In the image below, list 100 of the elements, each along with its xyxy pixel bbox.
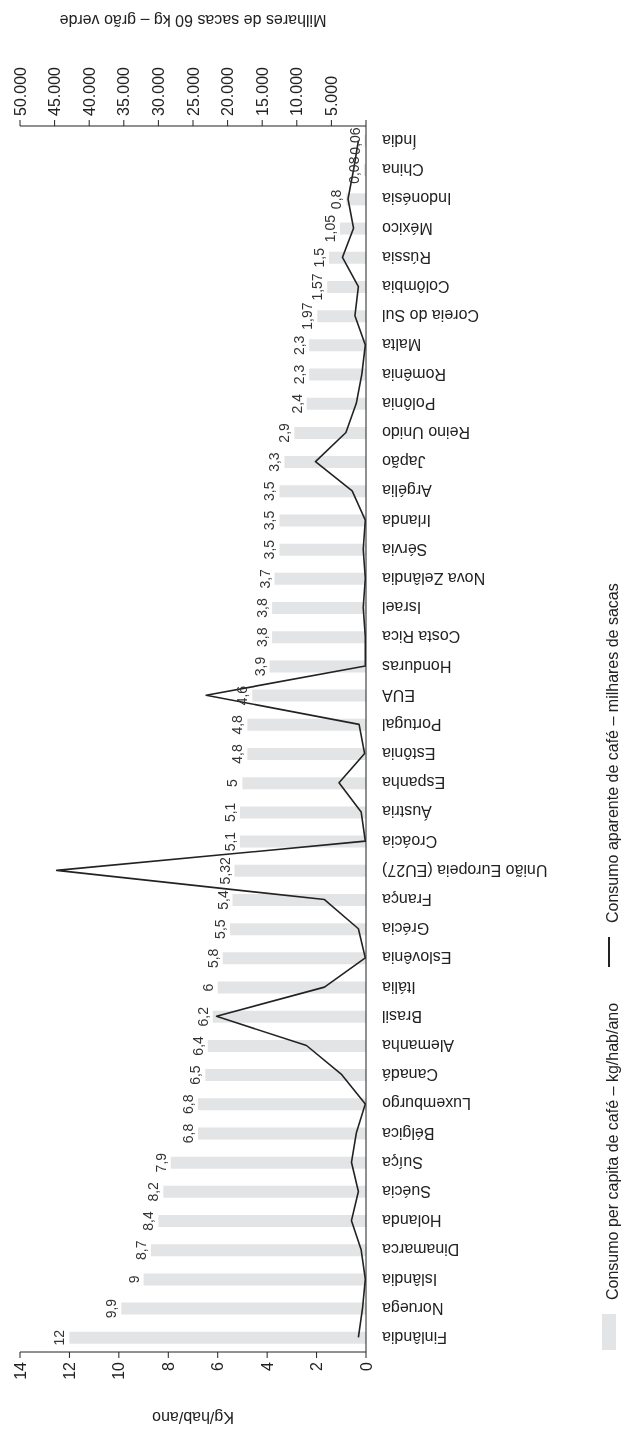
x-tick-label: 10: [110, 1361, 128, 1380]
y-tick-label: Colômbia: [381, 278, 450, 296]
data-label: 5: [224, 779, 241, 788]
y-tick-label: Honduras: [382, 657, 452, 675]
y-tick-label: Coreia do Sul: [382, 307, 479, 325]
data-label: 12: [51, 1329, 68, 1346]
y-tick-label: Croácia: [381, 832, 438, 850]
data-label: 6,4: [189, 1035, 206, 1056]
x-tick-label: 12: [60, 1361, 78, 1380]
y-tick-label: China: [381, 161, 424, 179]
x-tick-label: 14: [11, 1361, 29, 1380]
data-label: 6,8: [179, 1123, 196, 1144]
data-label: 9: [125, 1275, 142, 1284]
x2-tick-label: 35.000: [115, 66, 133, 116]
y-tick-label: Reino Unido: [381, 424, 471, 441]
y-tick-label: Alemanha: [381, 1037, 455, 1054]
y-tick-label: EUA: [381, 686, 415, 704]
data-label: 3,8: [254, 627, 271, 647]
y-tick-label: Rússia: [381, 248, 431, 266]
data-label: 3,5: [261, 510, 278, 531]
y-tick-label: Grécia: [381, 920, 430, 938]
y-tick-label: Suécia: [381, 1182, 431, 1200]
x2-tick-label: 15.000: [253, 66, 271, 116]
y-tick-label: França: [381, 891, 432, 909]
data-label: 3,5: [261, 481, 278, 502]
data-label: 8,4: [140, 1211, 157, 1231]
x2-tick-label: 5.000: [322, 75, 340, 116]
data-label: 2,3: [291, 364, 308, 385]
y-tick-label: Irlanda: [381, 511, 431, 529]
data-label: 8,7: [132, 1240, 149, 1260]
y-tick-label: Romênia: [381, 365, 447, 383]
y-tick-label: Polônia: [381, 394, 436, 412]
x2-tick-label: 50.000: [11, 66, 29, 116]
y-tick-label: Indonésia: [381, 190, 452, 208]
y-tick-label: Luxemburgo: [381, 1095, 471, 1113]
data-label: 1,57: [309, 273, 326, 301]
data-label: 3,5: [261, 539, 278, 560]
data-label: 2,3: [291, 335, 308, 356]
x2-tick-label: 45.000: [46, 66, 64, 116]
data-label: 5,1: [221, 802, 238, 823]
x-axis-title: Kg/hab/ano: [151, 1408, 234, 1426]
data-label: 5,4: [214, 890, 231, 910]
data-label: 4,6: [234, 685, 251, 706]
data-label: 3,3: [266, 452, 283, 472]
data-label: 9,9: [103, 1298, 120, 1319]
y-tick-label: Argélia: [381, 482, 432, 500]
data-label: 5,8: [204, 948, 221, 969]
text: Consumo per capita de café – kg/hab/ano: [604, 1002, 621, 1302]
y-tick-label: Noruega: [381, 1299, 444, 1317]
x-tick-label: 2: [308, 1361, 326, 1371]
x-tick-label: 4: [258, 1361, 276, 1371]
data-label: 3,7: [256, 568, 273, 589]
y-tick-label: Estônia: [381, 745, 436, 763]
y-tick-label: Portugal: [382, 715, 442, 733]
y-tick-label: Bélgica: [381, 1124, 435, 1142]
y-tick-label: Nova Zelândia: [381, 569, 486, 587]
x-tick-label: 6: [209, 1361, 227, 1371]
x-tick-label: 8: [159, 1361, 177, 1371]
data-label: 1,97: [299, 302, 316, 330]
y-tick-label: Sérvia: [381, 540, 428, 558]
y-tick-label: Índia: [381, 132, 417, 151]
y-tick-label: Malta: [381, 336, 422, 354]
data-label: 0,8: [328, 189, 345, 210]
data-label: 3,8: [254, 598, 271, 618]
data-label: 0,08: [346, 156, 363, 184]
y-tick-label: Suíça: [381, 1153, 423, 1171]
data-label: 2,4: [288, 393, 305, 414]
data-label: 5,1: [221, 831, 238, 852]
data-label: 6,8: [179, 1094, 196, 1115]
y-tick-label: Áustria: [381, 803, 432, 822]
y-tick-label: Israel: [382, 599, 422, 617]
data-label: 1,5: [310, 247, 327, 268]
y-tick-label: Eslovênia: [381, 949, 452, 967]
data-label: 5,5: [212, 919, 229, 939]
x2-tick-label: 30.000: [149, 66, 167, 116]
data-label: 5,32: [216, 856, 233, 885]
y-tick-label: Brasil: [382, 1007, 423, 1025]
x2-tick-label: 20.000: [219, 66, 237, 116]
data-label: 1,05: [322, 214, 339, 243]
y-tick-label: Itália: [381, 978, 416, 996]
y-tick-label: Dinamarca: [381, 1241, 460, 1259]
data-label: 8,2: [145, 1181, 162, 1202]
y-tick-label: Canadá: [381, 1066, 439, 1084]
data-label: 0,06: [346, 127, 363, 155]
y-tick-label: México: [381, 219, 433, 237]
y-tick-label: Finlândia: [381, 1328, 447, 1346]
x2-tick-label: 10.000: [288, 66, 306, 116]
data-label: 6,2: [194, 1006, 211, 1027]
data-label: 3,9: [251, 656, 268, 677]
data-label: 4,8: [229, 714, 246, 735]
x2-tick-label: 25.000: [184, 66, 202, 116]
y-tick-label: Espanha: [381, 774, 446, 792]
y-tick-label: Islândia: [381, 1270, 438, 1288]
x-tick-label: 0: [357, 1361, 375, 1371]
data-label: 4,8: [229, 744, 246, 764]
data-label: 6,5: [187, 1065, 204, 1085]
y-tick-label: Japão: [381, 453, 426, 471]
data-label: 2,9: [276, 422, 293, 443]
data-label: 6: [199, 983, 216, 992]
text: Consumo aparente de café – milhares de sacas: [604, 583, 621, 925]
